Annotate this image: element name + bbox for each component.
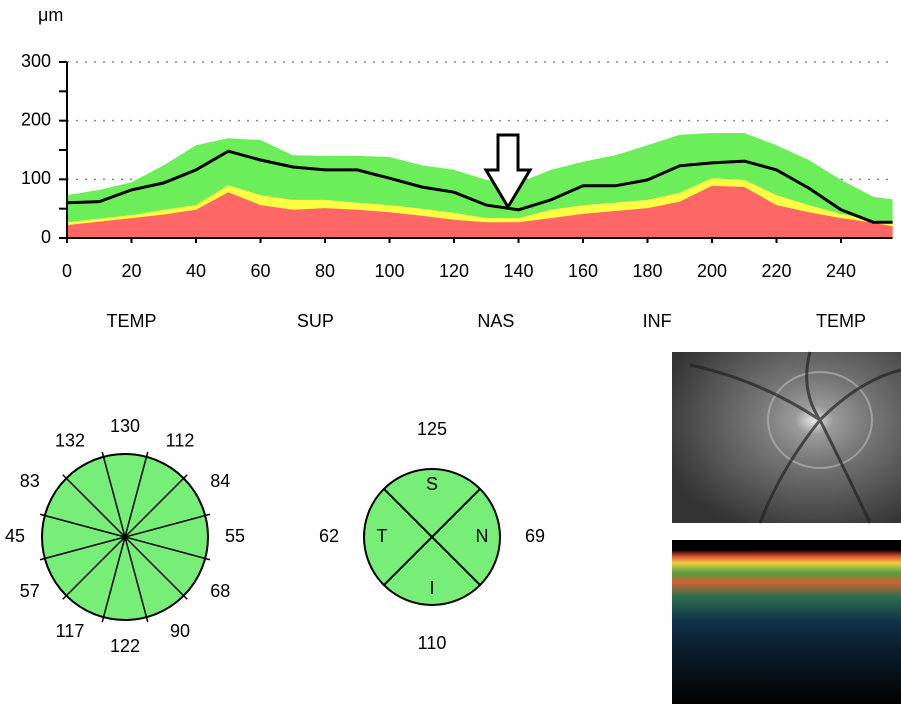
y-tick-label: 100: [21, 168, 51, 188]
clock-value: 45: [5, 526, 25, 546]
clock-value: 68: [210, 581, 230, 601]
fundus-image: [672, 352, 901, 523]
y-tick-label: 0: [41, 227, 51, 247]
plot: 0 100 200 300 0 20 40 60 80 100 120 140 160 180 200 220…: [21, 51, 893, 331]
clock-value: 112: [166, 430, 195, 450]
region-label: INF: [643, 311, 672, 331]
quadrant-letter: T: [377, 526, 388, 546]
quadrant-value: 125: [417, 419, 447, 439]
quadrant-letter: N: [476, 526, 489, 546]
oct-image: [672, 540, 901, 704]
quadrant-value: 62: [319, 526, 339, 546]
clock-value: 83: [20, 471, 40, 491]
x-tick-label: 20: [121, 261, 141, 281]
y-unit: μm: [38, 5, 63, 25]
region-label: SUP: [297, 311, 334, 331]
quadrant-value: 110: [418, 633, 447, 653]
x-tick-label: 100: [374, 261, 404, 281]
clock-value: 132: [55, 430, 85, 450]
clock-value: 117: [56, 621, 85, 641]
quadrants: S 125 N 69 I 110 T 62: [319, 419, 545, 653]
x-tick-label: 60: [250, 261, 270, 281]
region-label: TEMP: [106, 311, 156, 331]
x-tick-label: 140: [503, 261, 533, 281]
x-tick-label: 80: [315, 261, 335, 281]
clock-value: 90: [170, 621, 190, 641]
x-tick-label: 40: [186, 261, 206, 281]
x-tick-label: 180: [632, 261, 662, 281]
clock-hours: 130 112 84 55 68 90 122 117 57 45 83 132: [5, 416, 245, 656]
quadrant-letter: I: [429, 578, 434, 598]
report: μm 0 100 200 300 0 20 40 60 80 100 120 140 160 180 200…: [0, 0, 901, 704]
x-tick-label: 160: [568, 261, 598, 281]
quadrant-value: 69: [525, 526, 545, 546]
quadrant-letter: S: [426, 474, 438, 494]
region-label: NAS: [477, 311, 514, 331]
clock-value: 55: [225, 526, 245, 546]
clock-value: 57: [20, 581, 40, 601]
clock-value: 122: [110, 636, 140, 656]
y-tick-label: 200: [21, 109, 51, 129]
clock-value: 84: [210, 471, 230, 491]
x-tick-label: 200: [697, 261, 727, 281]
clock-value: 130: [110, 416, 140, 436]
x-tick-label: 240: [826, 261, 856, 281]
x-tick-label: 220: [761, 261, 791, 281]
region-label: TEMP: [816, 311, 866, 331]
x-tick-label: 0: [62, 261, 72, 281]
x-tick-label: 120: [439, 261, 469, 281]
y-tick-label: 300: [21, 51, 51, 71]
